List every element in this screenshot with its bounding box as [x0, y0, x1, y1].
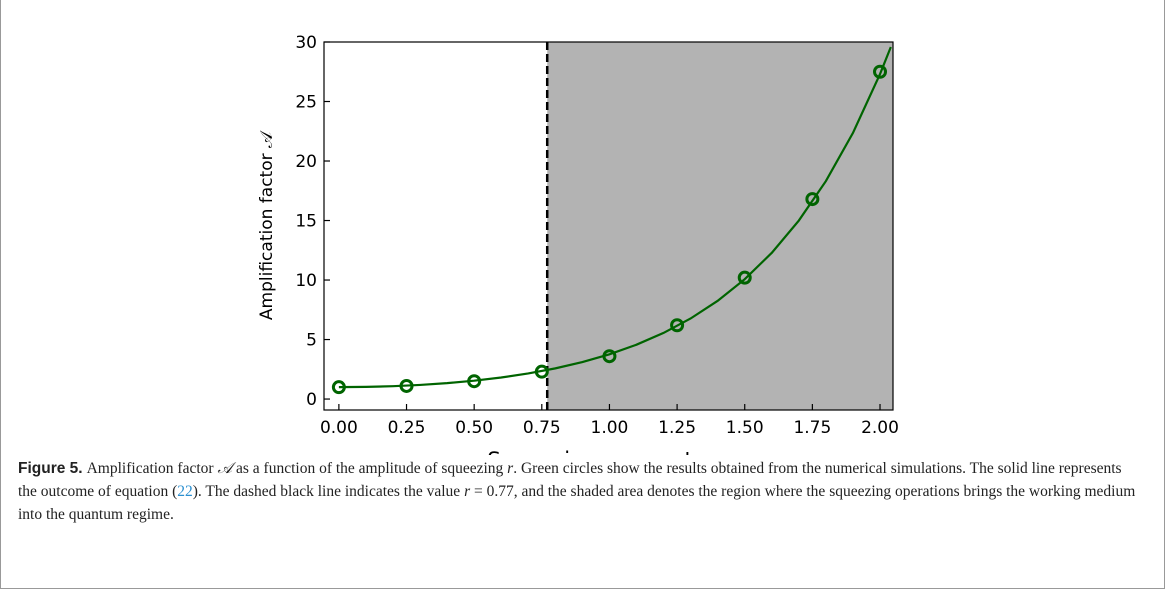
x-tick-label: 0.25 — [388, 418, 426, 438]
caption-symbol: r — [464, 483, 471, 500]
simulation-point — [805, 192, 820, 207]
simulation-point — [670, 318, 685, 333]
simulation-point — [873, 64, 888, 79]
simulation-point — [331, 380, 346, 395]
caption-label: Figure 5. — [18, 460, 83, 477]
y-tick-label: 25 — [295, 93, 317, 113]
caption-symbol: r — [507, 460, 514, 477]
x-axis-label: Squeezing parameter r — [487, 448, 730, 455]
y-tick-label: 0 — [306, 390, 317, 410]
caption-text: Amplification factor — [86, 460, 218, 477]
caption: Figure 5. Amplification factor 𝒜 as a fun… — [18, 457, 1143, 526]
simulation-point — [467, 374, 482, 389]
y-tick-label: 30 — [295, 33, 317, 53]
x-tick-label: 0.75 — [523, 418, 561, 438]
x-tick-label: 0.00 — [320, 418, 358, 438]
caption-text: . Green circles show the results obtaine… — [18, 460, 1122, 500]
simulation-point — [737, 270, 752, 285]
y-tick-label: 10 — [295, 271, 317, 291]
model-curve — [338, 46, 892, 389]
x-tick-label: 2.00 — [861, 418, 899, 438]
simulation-point — [602, 349, 617, 364]
x-tick-label: 0.50 — [455, 418, 493, 438]
chart: 0 5 10 15 20 25 30 0.00 0.25 0.50 0.75 1.00 1.25 1.50… — [257, 33, 899, 455]
caption-text: = 0.77, and the shaded area denotes the … — [18, 483, 1136, 523]
x-tick-label: 1.50 — [726, 418, 764, 438]
x-tick-label: 1.00 — [591, 418, 629, 438]
x-tick-label: 1.75 — [793, 418, 831, 438]
caption-text: ). The dashed black line indicates the v… — [192, 483, 465, 500]
simulation-point — [534, 364, 549, 379]
x-tick-label: 1.25 — [658, 418, 696, 438]
y-tick-label: 20 — [295, 152, 317, 172]
equation-link[interactable]: 22 — [177, 483, 193, 500]
y-axis-label: Amplification factor 𝒜 — [257, 130, 277, 320]
plot-frame — [323, 41, 894, 411]
caption-symbol: 𝒜 — [217, 460, 233, 477]
y-tick-label: 5 — [306, 331, 317, 351]
simulation-point — [399, 378, 414, 393]
caption-text: as a function of the amplitude of squeez… — [232, 460, 508, 477]
quantum-region — [547, 42, 893, 410]
y-tick-label: 15 — [295, 212, 317, 232]
